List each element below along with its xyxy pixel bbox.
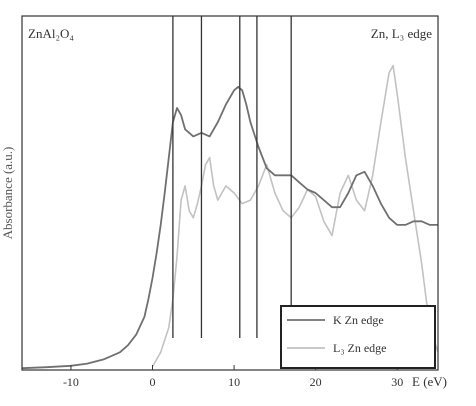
- x-axis-label: E (eV): [412, 374, 447, 389]
- series-line-1: [151, 64, 439, 367]
- x-axis-ticks: -10 0 10 20 30: [63, 365, 403, 389]
- x-tick-label-0: -10: [63, 375, 79, 389]
- legend-label-l3-edge: L₃ Zn edge: [333, 341, 387, 355]
- x-tick-label-4: 30: [391, 375, 403, 389]
- legend-box: [280, 305, 436, 369]
- x-tick-label-2: 10: [228, 375, 240, 389]
- vertical-lines: [172, 16, 292, 338]
- x-tick-label-1: 0: [150, 375, 156, 389]
- plot-frame: [21, 15, 439, 371]
- sample-annotation: ZnAl₂O₄: [28, 26, 74, 41]
- y-axis-label: Absorbance (a.u.): [0, 147, 15, 240]
- x-tick-label-3: 20: [310, 375, 322, 389]
- edge-annotation: Zn, L₃ edge: [371, 26, 432, 41]
- legend: K Zn edge L₃ Zn edge: [280, 305, 436, 369]
- legend-label-k-edge: K Zn edge: [333, 313, 384, 327]
